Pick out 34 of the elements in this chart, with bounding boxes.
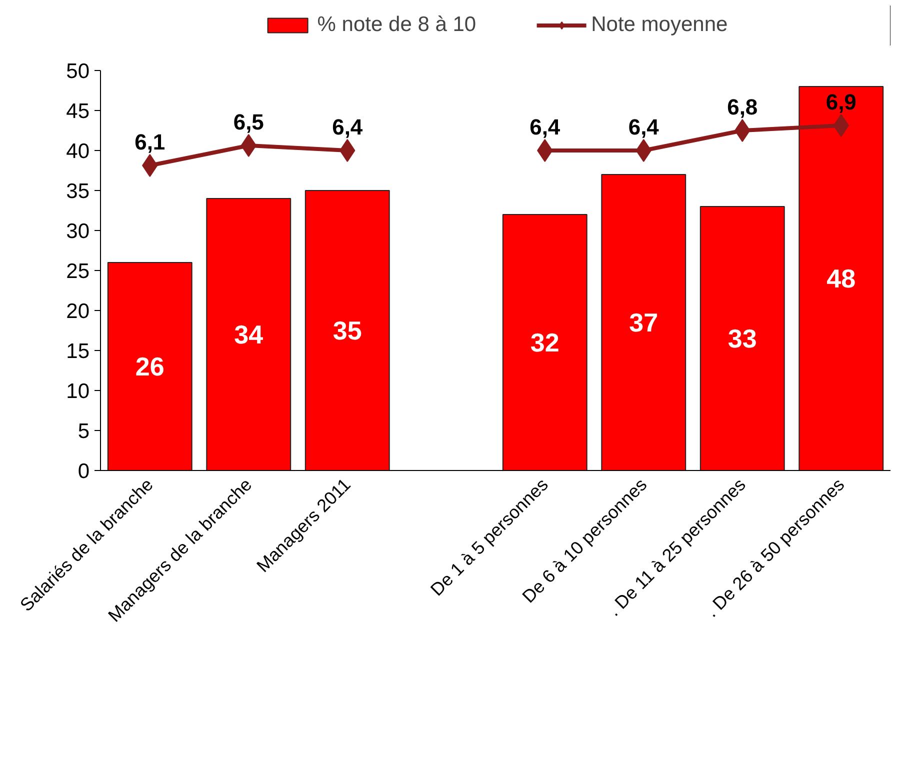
y-tick-label: 15	[66, 340, 90, 363]
y-tick-label: 50	[66, 60, 90, 83]
data-label: 35	[332, 316, 362, 346]
data-label: 37	[629, 308, 658, 338]
data-label: 6,1	[134, 130, 166, 154]
data-label: 34	[234, 320, 264, 350]
y-tick-label: 0	[78, 460, 90, 483]
data-label: 6,9	[826, 90, 856, 114]
data-label: 6,5	[233, 110, 264, 134]
y-tick-label: 5	[78, 420, 90, 443]
bar	[601, 174, 686, 470]
bar	[700, 206, 785, 470]
y-tick-label: 10	[66, 380, 90, 403]
data-label: 6,4	[332, 114, 364, 140]
y-tick-label: 20	[66, 300, 90, 323]
legend-label: Note moyenne	[591, 13, 728, 37]
data-label: 48	[826, 264, 856, 294]
data-label: 6,8	[727, 94, 758, 120]
y-tick-label: 45	[66, 100, 90, 123]
data-label: 33	[728, 324, 757, 354]
data-label: 32	[530, 328, 560, 358]
data-label: 6,4	[628, 114, 660, 140]
bar	[107, 262, 192, 470]
data-label: 26	[135, 352, 164, 382]
y-tick-label: 35	[66, 180, 90, 203]
data-label: 6,4	[530, 114, 561, 140]
y-tick-label: 40	[66, 140, 90, 163]
legend-label: % note de 8 à 10	[317, 13, 476, 37]
bar	[304, 190, 390, 470]
bar	[502, 214, 588, 470]
bar	[206, 198, 292, 470]
y-tick-label: 30	[66, 220, 90, 243]
y-tick-label: 25	[66, 260, 90, 283]
bar	[798, 86, 884, 470]
